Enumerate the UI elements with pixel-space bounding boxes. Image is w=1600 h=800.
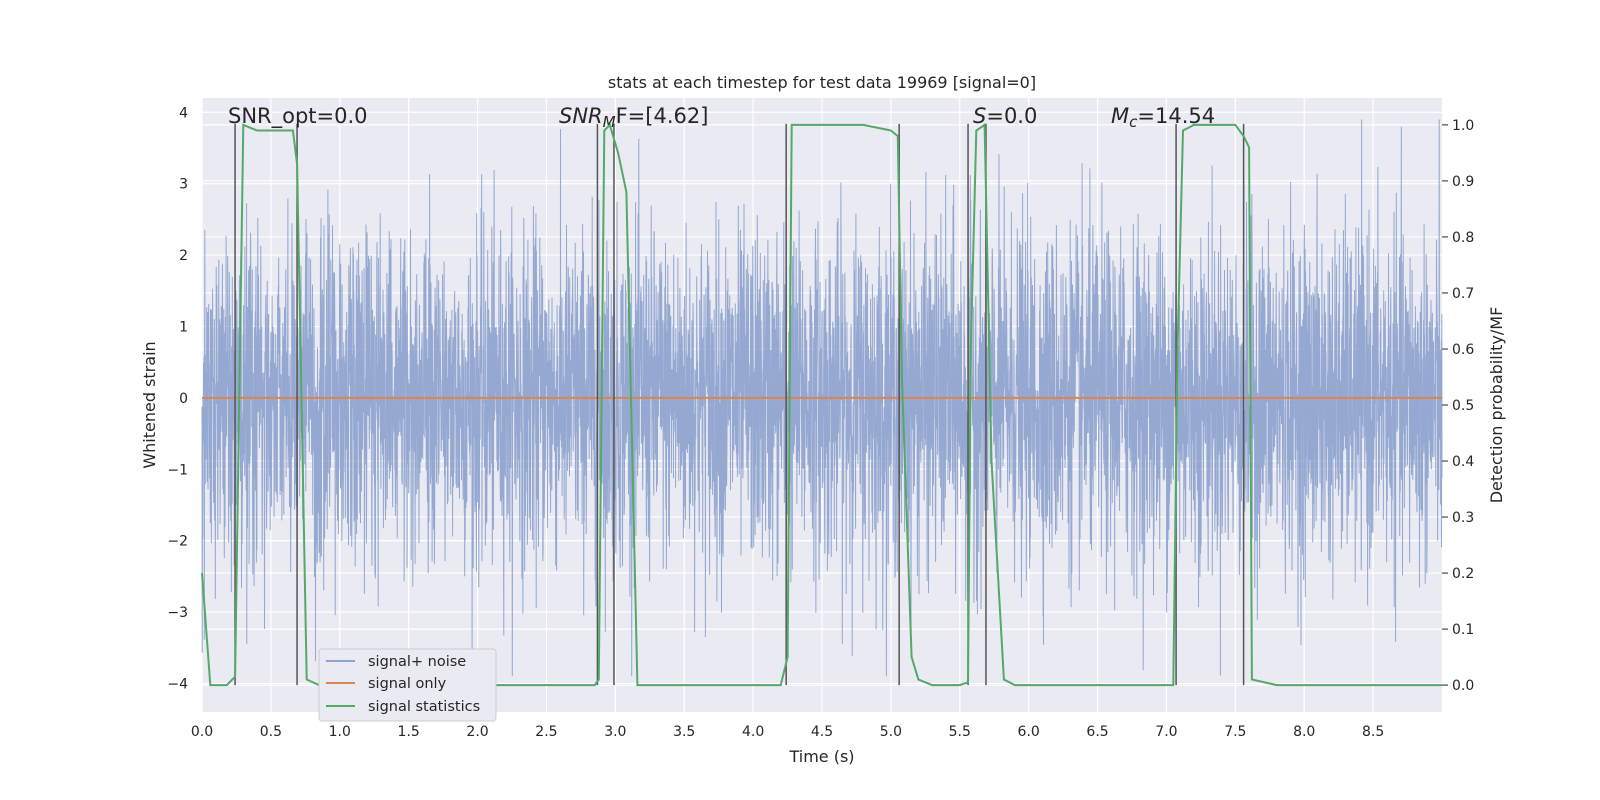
x-tick-label: 0.0 <box>191 724 213 740</box>
y-right-tick-label: 0.6 <box>1452 342 1474 358</box>
series-signal-statistics <box>201 122 1442 687</box>
x-tick-label: 3.5 <box>673 724 695 740</box>
chart-title: stats at each timestep for test data 199… <box>608 73 1036 92</box>
y-right-axis-label: Detection probability/MF <box>1487 307 1506 504</box>
annotation-mc-subscript: c <box>1129 113 1138 131</box>
x-tick-label: 6.5 <box>1086 724 1108 740</box>
x-tick-label: 7.0 <box>1155 724 1177 740</box>
x-tick-label: 8.5 <box>1362 724 1384 740</box>
x-tick-label: 4.5 <box>811 724 833 740</box>
annotation-s: S=0.0 <box>973 104 1037 128</box>
series-line-signal-noise <box>201 119 1443 677</box>
legend-label-signal-statistics: signal statistics <box>368 699 480 715</box>
x-tick-label: 2.5 <box>535 724 557 740</box>
legend-label-signal-only: signal only <box>368 676 447 692</box>
annotation-snr-mf: SNRMF=[4.62] <box>559 104 708 131</box>
annotation-s-symbol: S <box>973 104 986 128</box>
annotation-snr-mf-symbol: SNR <box>559 104 603 128</box>
annotation-mc: Mc=14.54 <box>1111 104 1215 131</box>
y-right-tick-label: 0.4 <box>1452 454 1474 470</box>
x-tick-label: 8.0 <box>1293 724 1315 740</box>
y-tick-label: −2 <box>167 534 188 550</box>
y-tick-label: −4 <box>167 676 188 692</box>
x-axis-label: Time (s) <box>788 747 854 766</box>
annotation-snr-mf-subscript: M <box>603 113 616 131</box>
annotation-mc-value: =14.54 <box>1137 104 1215 128</box>
x-tick-label: 2.0 <box>466 724 488 740</box>
series-line-signal-statistics <box>201 122 1442 687</box>
annotation-s-value: =0.0 <box>986 104 1037 128</box>
x-tick-label: 7.5 <box>1224 724 1246 740</box>
x-tick-label: 4.0 <box>742 724 764 740</box>
y-right-tick-label: 0.8 <box>1452 230 1474 246</box>
legend-label-signal-noise: signal+ noise <box>368 654 466 670</box>
y-tick-label: 2 <box>179 248 188 264</box>
x-tick-label: 0.5 <box>260 724 282 740</box>
annotation-snr-opt: SNR_opt=0.0 <box>228 104 368 129</box>
legend-box <box>318 648 497 722</box>
x-tick-label: 5.5 <box>949 724 971 740</box>
y-tick-label: 0 <box>179 391 188 407</box>
y-right-tick-label: 0.1 <box>1452 622 1474 638</box>
y-right-tick-label: 0.7 <box>1452 286 1474 302</box>
y-tick-label: 1 <box>179 319 188 335</box>
annotation-snr-mf-value: F=[4.62] <box>616 104 709 128</box>
y-right-tick-label: 0.2 <box>1452 566 1474 582</box>
series-signal-noise <box>201 119 1443 677</box>
y-tick-label: −1 <box>167 462 188 478</box>
y-right-tick-label: 0.9 <box>1452 174 1474 190</box>
y-tick-label: 3 <box>179 177 188 193</box>
x-tick-label: 5.0 <box>880 724 902 740</box>
y-tick-label: 4 <box>179 105 188 121</box>
y-right-tick-label: 0.3 <box>1452 510 1474 526</box>
marker-lines <box>234 123 1245 686</box>
x-tick-label: 1.0 <box>329 724 351 740</box>
annotation-mc-symbol: M <box>1111 104 1129 128</box>
x-tick-label: 3.0 <box>604 724 626 740</box>
legend: signal+ noise signal only signal statist… <box>318 648 497 722</box>
y-tick-label: −3 <box>167 605 188 621</box>
y-right-tick-label: 0.5 <box>1452 398 1474 414</box>
y-right-tick-label: 0.0 <box>1452 678 1474 694</box>
y-right-axis-ticks: 1.0 0.9 0.8 0.7 0.6 0.5 0.4 0.3 0.2 0.1 0.0 <box>1442 118 1474 694</box>
y-axis-ticks: 4 3 2 1 0 −1 −2 −3 −4 <box>167 105 188 692</box>
y-right-tick-label: 1.0 <box>1452 118 1474 134</box>
x-tick-label: 6.0 <box>1018 724 1040 740</box>
y-axis-label: Whitened strain <box>140 341 159 468</box>
x-axis-ticks: 0.0 0.5 1.0 1.5 2.0 2.5 3.0 3.5 4.0 4.5 5.0 5.5 6.0 6… <box>191 724 1384 740</box>
x-tick-label: 1.5 <box>398 724 420 740</box>
